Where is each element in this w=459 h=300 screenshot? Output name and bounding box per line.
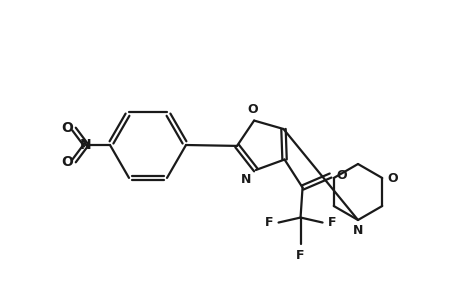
Text: F: F — [296, 248, 304, 262]
Text: N: N — [80, 138, 92, 152]
Text: F: F — [264, 216, 273, 229]
Text: N: N — [352, 224, 363, 237]
Text: O: O — [247, 103, 258, 116]
Text: O: O — [61, 121, 73, 135]
Text: O: O — [61, 155, 73, 169]
Text: O: O — [386, 172, 397, 184]
Text: F: F — [327, 216, 336, 229]
Text: N: N — [240, 173, 250, 186]
Text: O: O — [336, 169, 347, 182]
